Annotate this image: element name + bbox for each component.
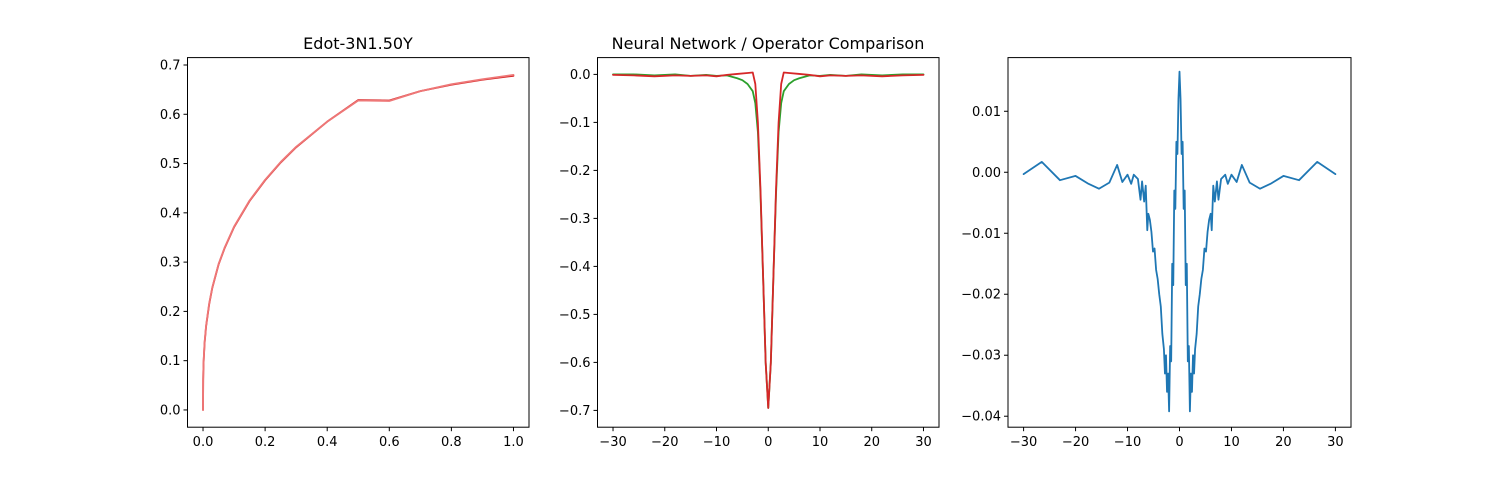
- panel-3-xtick-label: 10: [1223, 435, 1240, 450]
- panel-3-series-1-line: [1022, 70, 1337, 413]
- panel-1-frame: [187, 57, 530, 428]
- panel-1-series-2-line: [202, 73, 515, 411]
- panel-2-ytick-label: −0.5: [559, 308, 591, 323]
- panel-3-xtick-label: −30: [1010, 435, 1037, 450]
- panel-2-xtick-label: −30: [599, 435, 626, 450]
- panel-1-ytick-label: 0.4: [160, 206, 181, 221]
- panel-3: −30 −20 −10 0 10 20 30 0.01 0.00 −0.01 −0.02 −0.03 −…: [961, 57, 1352, 450]
- panel-1: Edot-3N1.50Y 0.0 0.2 0.4 0.6 0.8 1.0 0.0 0.1 0.2…: [160, 34, 530, 450]
- panel-2-ytick-label: −0.6: [559, 356, 591, 371]
- panel-1-xtick-label: 1.0: [503, 435, 524, 450]
- panel-2-ytick-label: −0.4: [559, 260, 591, 275]
- panel-1-xtick-label: 0.6: [379, 435, 400, 450]
- panel-2-xtick-label: −20: [651, 435, 678, 450]
- panel-1-ytick-label: 0.7: [160, 58, 181, 73]
- panel-2: Neural Network / Operator Comparison −30…: [559, 34, 940, 450]
- panel-2-ytick-label: −0.2: [559, 164, 591, 179]
- panel-3-xtick-label: 30: [1327, 435, 1344, 450]
- panel-1-xtick-label: 0.8: [441, 435, 462, 450]
- panel-1-title: Edot-3N1.50Y: [303, 34, 413, 53]
- panel-2-xtick-label: 10: [812, 435, 829, 450]
- panel-3-xtick-label: −10: [1114, 435, 1141, 450]
- panel-2-ytick-label: −0.7: [559, 404, 591, 419]
- panel-2-ytick-label: 0.0: [570, 68, 591, 83]
- panel-1-xtick-label: 0.2: [255, 435, 276, 450]
- panel-1-ytick-label: 0.1: [160, 354, 181, 369]
- panel-2-xtick-label: 30: [915, 435, 932, 450]
- panel-3-ytick-label: −0.03: [961, 349, 1001, 364]
- panel-2-xtick-label: 0: [764, 435, 772, 450]
- panel-3-ytick-label: 0.00: [972, 166, 1001, 181]
- panel-1-ytick-label: 0.2: [160, 305, 181, 320]
- panel-2-xtick-label: −10: [703, 435, 730, 450]
- panel-1-xtick-label: 0.0: [193, 435, 214, 450]
- panel-3-xtick-label: 0: [1175, 435, 1183, 450]
- panel-1-xtick-label: 0.4: [317, 435, 338, 450]
- panel-2-ytick-label: −0.1: [559, 116, 591, 131]
- panel-1-ytick-label: 0.0: [160, 403, 181, 418]
- panel-2-xtick-label: 20: [863, 435, 880, 450]
- panel-3-xtick-label: 20: [1275, 435, 1292, 450]
- panel-2-series-2-line: [612, 71, 925, 409]
- panel-2-title: Neural Network / Operator Comparison: [612, 34, 925, 53]
- panel-3-ytick-label: −0.01: [961, 227, 1001, 242]
- panel-1-ytick-label: 0.6: [160, 108, 181, 123]
- panel-3-ytick-label: 0.01: [972, 105, 1001, 120]
- panel-1-ytick-label: 0.5: [160, 157, 181, 172]
- panel-1-ytick-label: 0.3: [160, 256, 181, 271]
- panel-3-xtick-label: −20: [1062, 435, 1089, 450]
- panel-2-ytick-label: −0.3: [559, 212, 591, 227]
- panel-3-ytick-label: −0.04: [961, 410, 1001, 425]
- panel-3-ytick-label: −0.02: [961, 288, 1001, 303]
